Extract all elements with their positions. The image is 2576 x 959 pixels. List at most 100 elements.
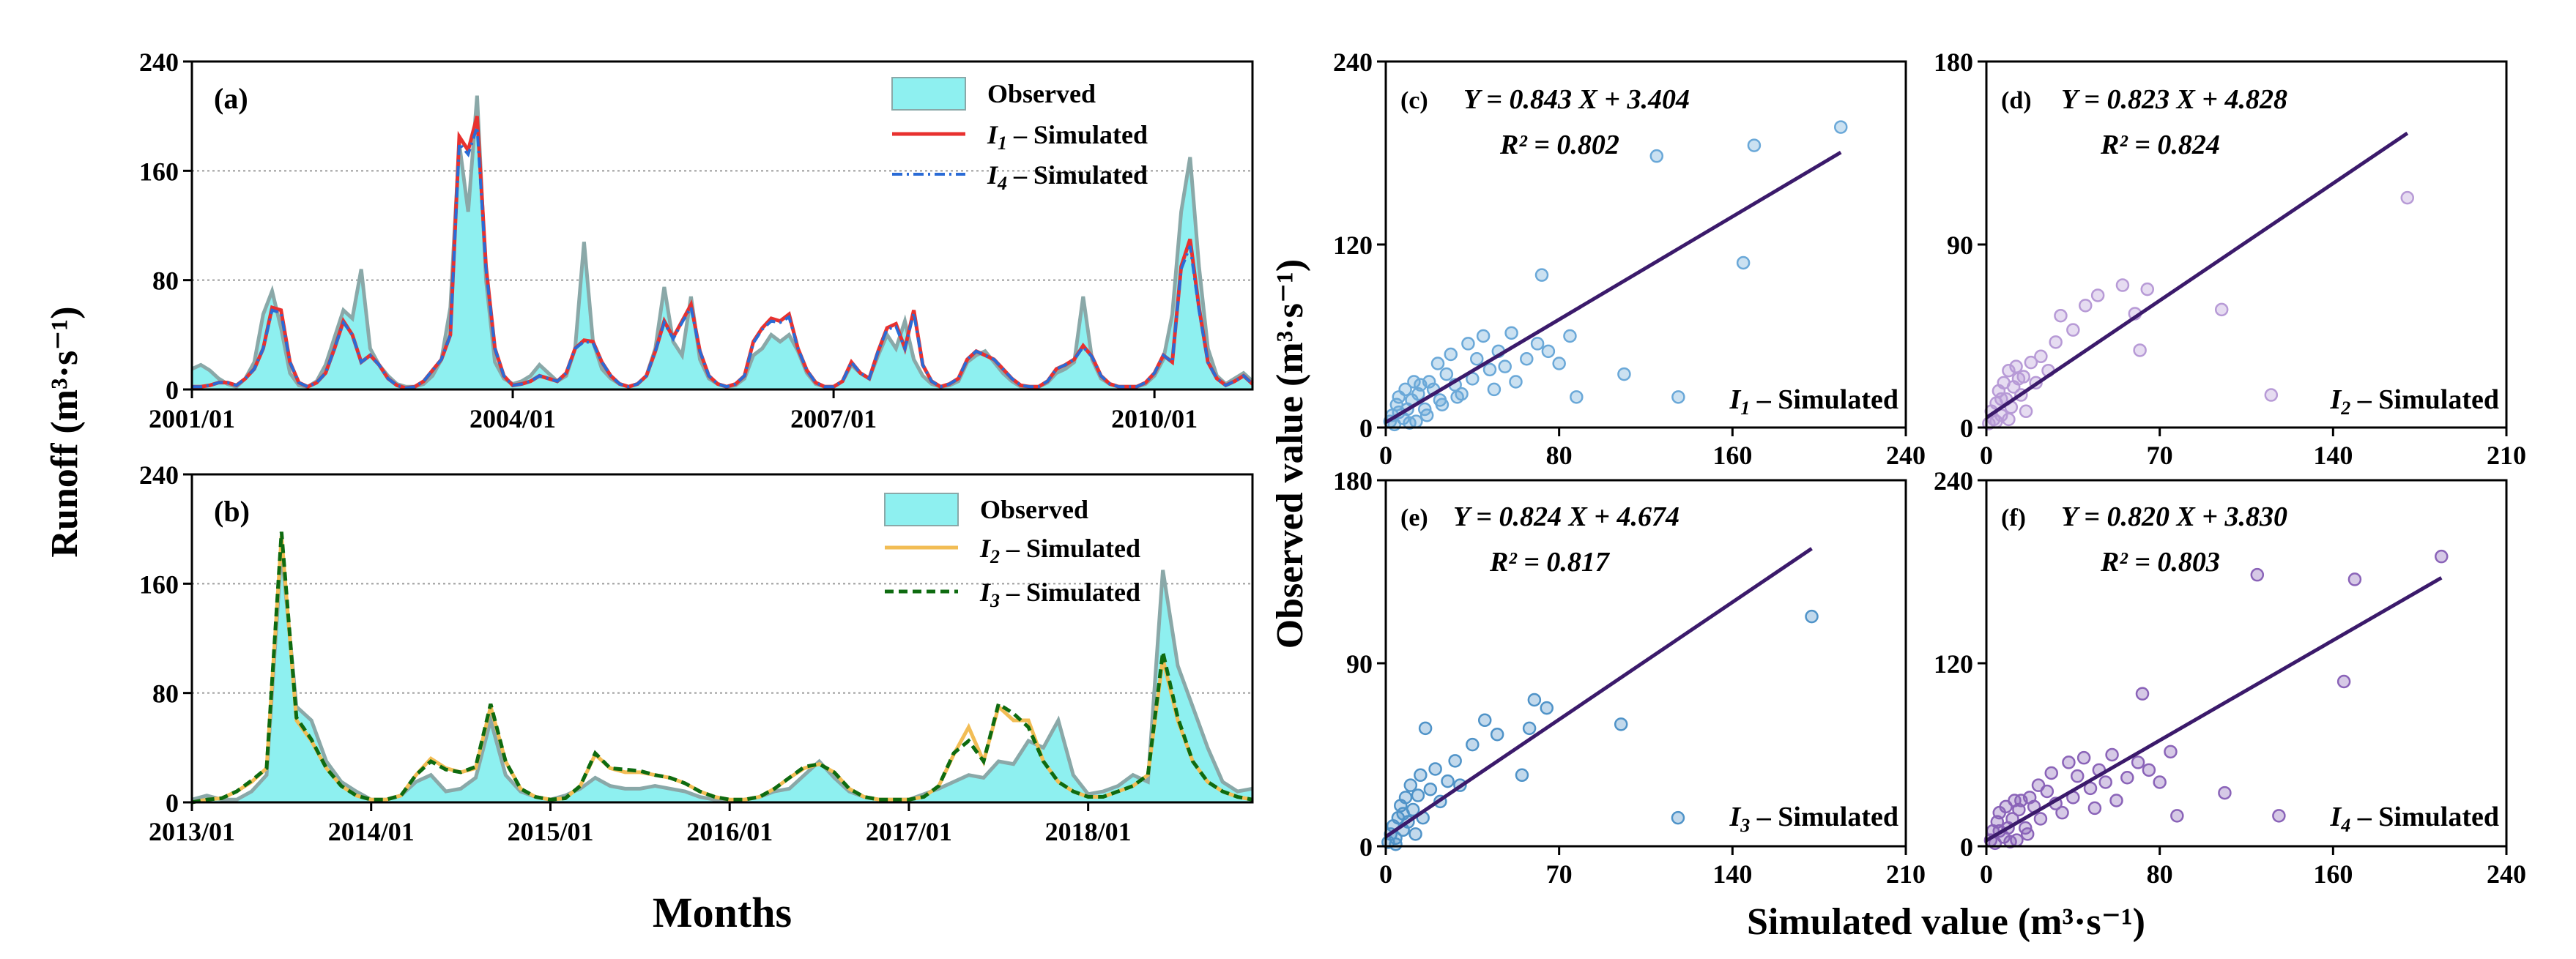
panel-b-legend: Observed I2 – Simulated I3 – Simulated xyxy=(884,493,1140,611)
x-tick-label: 2013/01 xyxy=(149,817,235,846)
scatter-point xyxy=(2250,567,2265,582)
y-tick-label: 180 xyxy=(1934,48,1973,77)
scatter-point xyxy=(1487,382,1502,397)
scatter-point xyxy=(2400,190,2415,205)
x-tick-label: 80 xyxy=(2147,859,2173,889)
panel-a-frame xyxy=(190,60,1254,391)
scatter-point xyxy=(2098,775,2112,789)
panel-c-series-label: I1 – Simulated xyxy=(1729,384,1899,419)
scatter-point xyxy=(2044,766,2058,780)
panel-c: 0 120 240 0 80 160 240 (c) Y = 0.843 X + 3.40… xyxy=(1333,48,1926,470)
scatter-point xyxy=(1419,408,1434,422)
scatter-point xyxy=(1527,693,1542,707)
scatter-point xyxy=(1540,701,1554,715)
scatter-point xyxy=(1439,367,1454,381)
scatter-point xyxy=(2033,812,2048,826)
panel-f: 0 120 240 0 80 160 240 (f) Y = 0.820 X + 3.83… xyxy=(1934,466,2526,889)
scatter-point xyxy=(1994,392,2008,406)
scatter-point xyxy=(1515,768,1529,783)
scatter-point xyxy=(2140,282,2155,296)
x-tick-label: 2018/01 xyxy=(1045,817,1132,846)
panel-c-fit-line xyxy=(1384,150,1842,425)
left-y-axis-label: Runoff (m³·s⁻¹) xyxy=(44,306,86,557)
panel-d-fit-line xyxy=(1985,131,2409,419)
scatter-point xyxy=(1422,375,1436,389)
scatter-point xyxy=(2214,302,2229,317)
scatter-point xyxy=(1396,807,1410,821)
scatter-point xyxy=(2435,549,2449,564)
scatter-point xyxy=(2049,335,2063,349)
scatter-point xyxy=(1430,357,1445,370)
scatter-point xyxy=(1482,362,1497,377)
scatter-point xyxy=(2218,786,2232,800)
panel-d-frame xyxy=(1985,60,2508,429)
x-tick-label: 240 xyxy=(1886,441,1926,470)
panel-f-frame xyxy=(1985,479,2508,848)
x-tick-label: 2016/01 xyxy=(686,817,773,846)
scatter-point xyxy=(1509,375,1523,389)
scatter-point xyxy=(1476,329,1491,343)
x-tick-label: 2004/01 xyxy=(469,404,556,433)
scatter-point xyxy=(1534,268,1549,282)
panel-f-xticks: 0 80 160 240 xyxy=(1980,846,2526,889)
y-tick-label: 0 xyxy=(1359,414,1373,443)
scatter-point xyxy=(1504,326,1518,340)
legend-b-i2: I2 – Simulated xyxy=(979,534,1140,567)
scatter-point xyxy=(1411,788,1425,802)
panel-e-fit-line xyxy=(1384,547,1813,839)
panel-b-i2-line xyxy=(191,535,1253,805)
scatter-point xyxy=(1450,390,1464,404)
scatter-point xyxy=(2020,827,2035,841)
scatter-point xyxy=(1747,138,1762,152)
panel-b-observed-area xyxy=(192,549,1252,802)
scatter-point xyxy=(2135,687,2150,701)
x-tick-label: 70 xyxy=(1546,859,1573,889)
x-tick-label: 2007/01 xyxy=(790,404,877,433)
legend-a-i1: I1 – Simulated xyxy=(987,120,1148,154)
legend-b-i3: I3 – Simulated xyxy=(979,578,1140,611)
panel-b-label: (b) xyxy=(214,495,250,528)
x-tick-label: 2010/01 xyxy=(1111,404,1198,433)
panel-d-yticks: 0 90 180 xyxy=(1934,48,1986,443)
scatter-point xyxy=(2115,278,2130,292)
scatter-point xyxy=(2002,412,2016,427)
y-tick-label: 240 xyxy=(1333,48,1373,77)
x-tick-label: 2001/01 xyxy=(149,404,235,433)
scatter-point xyxy=(2062,755,2076,769)
panel-f-series-label: I4 – Simulated xyxy=(2330,802,2500,836)
panel-d: 0 90 180 0 70 140 210 (d) Y = 0.823 X + 4.828… xyxy=(1934,48,2526,470)
x-tick-label: 240 xyxy=(2487,859,2526,889)
scatter-point xyxy=(2078,299,2093,313)
scatter-point xyxy=(2076,750,2091,765)
panel-d-points xyxy=(1982,190,2415,430)
scatter-point xyxy=(1570,390,1584,404)
panel-a-legend: Observed I1 – Simulated I4 – Simulated xyxy=(891,77,1148,194)
scatter-point xyxy=(1408,827,1422,841)
scatter-point xyxy=(2066,323,2080,337)
x-tick-label: 210 xyxy=(1886,859,1926,889)
x-tick-label: 80 xyxy=(1546,441,1573,470)
scatter-point xyxy=(1461,337,1475,351)
x-tick-label: 0 xyxy=(1980,441,1993,470)
scatter-point xyxy=(2164,745,2178,759)
scatter-point xyxy=(2055,805,2069,820)
panel-c-xticks: 0 80 160 240 xyxy=(1379,428,1926,470)
scatter-point xyxy=(2133,343,2147,357)
y-tick-label: 0 xyxy=(166,788,179,818)
panel-a-observed-area xyxy=(192,95,1252,389)
scatter-point xyxy=(1398,791,1413,805)
scatter-point xyxy=(1403,778,1418,792)
scatter-point xyxy=(1834,120,1848,134)
scatter-point xyxy=(2336,674,2351,689)
left-x-axis-label: Months xyxy=(653,889,792,936)
scatter-point xyxy=(2120,771,2134,785)
x-tick-label: 0 xyxy=(1379,441,1392,470)
scatter-point xyxy=(1736,255,1751,270)
panel-f-label: (f) xyxy=(2001,504,2026,531)
scatter-point xyxy=(2347,572,2362,586)
y-tick-label: 0 xyxy=(166,376,179,405)
panel-d-label: (d) xyxy=(2001,87,2032,114)
y-tick-label: 240 xyxy=(139,460,179,490)
